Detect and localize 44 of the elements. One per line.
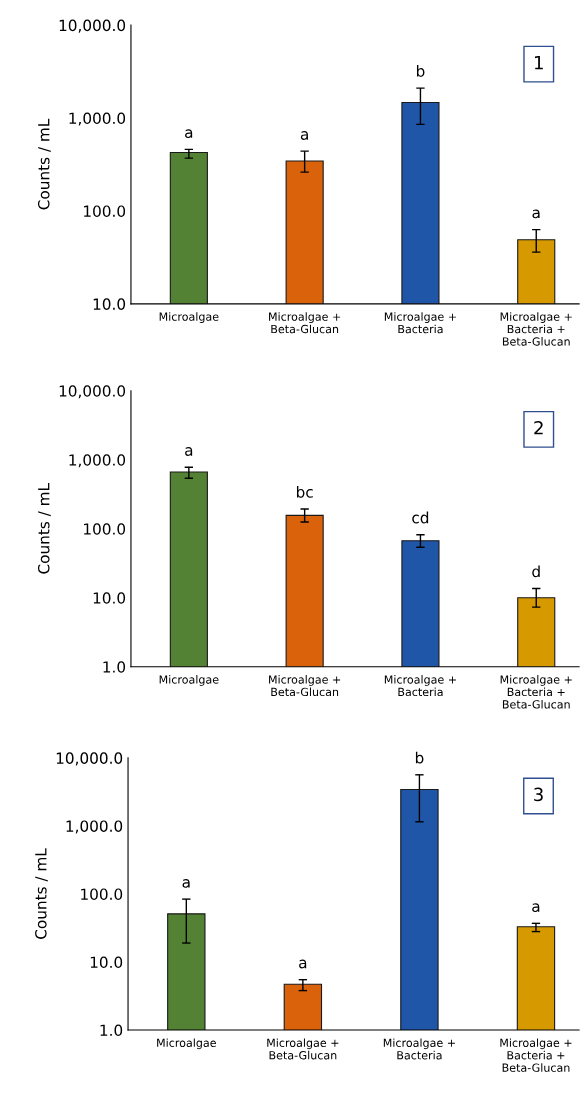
y-tick-label: 10,000.0 [56,752,123,766]
x-tick-label: Microalgae + Beta-Glucan [269,312,341,334]
annotation: b [415,751,424,764]
annotation: b [416,64,425,77]
x-tick-label: Microalgae + Bacteria [384,675,456,697]
x-tick-label: Microalgae + Bacteria [384,312,456,334]
y-tick-label: 1.0 [103,661,126,673]
y-tick-label: 1,000.0 [66,820,123,834]
annotation: cd [412,511,429,524]
annotation: 3 [534,787,543,802]
y-tick-label: 10.0 [90,956,123,969]
y-tick-label: 10.0 [93,298,126,310]
x-tick-label: Microalgae [159,675,219,686]
y-tick-label: 1,000.0 [69,112,126,126]
x-tick-label: Microalgae + Beta-Glucan [269,675,341,697]
y-axis-title: Counts / mL [37,483,51,574]
x-tick-label: Microalgae + Bacteria + Beta-Glucan [500,312,572,346]
y-axis-title: Counts / mL [35,848,48,939]
x-tick-label: Microalgae + Bacteria + Beta-Glucan [500,1038,572,1072]
x-tick-label: Microalgae + Bacteria + Beta-Glucan [500,675,572,709]
annotation: 2 [534,420,543,435]
y-tick-label: 100.0 [81,888,123,900]
y-tick-label: 10,000.0 [59,385,126,399]
y-tick-label: 100.0 [84,205,126,217]
annotation: a [185,129,193,139]
x-tick-label: Microalgae [159,312,219,323]
x-tick-label: Microalgae + Beta-Glucan [267,1038,339,1060]
x-tick-label: Microalgae [157,1038,216,1050]
y-tick-label: 10,000.0 [59,19,126,33]
y-tick-label: 1,000.0 [69,454,126,468]
annotation: a [299,959,307,969]
annotation: a [532,209,540,219]
annotation: 1 [535,55,543,70]
annotation: bc [296,485,313,498]
annotation: a [532,903,540,913]
x-tick-label: Microalgae + Bacteria [383,1038,455,1060]
annotation: a [300,131,308,140]
y-tick-label: 10.0 [93,592,126,604]
y-tick-label: 100.0 [84,523,126,535]
y-tick-label: 1.0 [100,1024,123,1037]
annotation: a [185,447,193,456]
annotation: d [532,565,540,578]
y-axis-title: Counts / mL [37,118,51,210]
annotation: a [182,879,190,888]
